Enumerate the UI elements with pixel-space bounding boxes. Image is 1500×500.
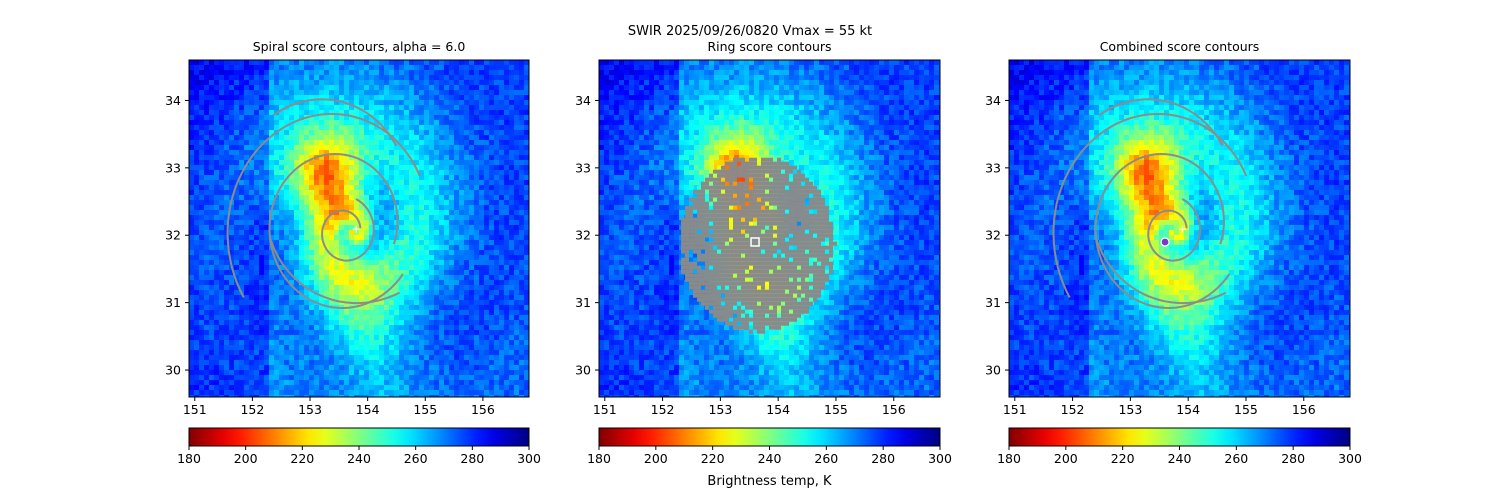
colorbar-tick-label: 260 (1224, 451, 1248, 466)
colorbar-tick-label: 300 (1338, 451, 1362, 466)
storm-center-marker: + (352, 223, 361, 236)
y-tick-label: 34 (165, 93, 181, 108)
y-tick-label: 30 (985, 363, 1001, 378)
y-tick-label: 31 (575, 295, 591, 310)
x-tick-label: 154 (766, 402, 790, 417)
contour-line (321, 198, 375, 262)
y-tick-label: 33 (575, 160, 591, 175)
panel-title: Spiral score contours, alpha = 6.0 (253, 39, 466, 54)
colorbar-tick-label: 180 (587, 451, 611, 466)
colorbar-tick-label: 300 (928, 451, 952, 466)
y-tick-label: 32 (985, 228, 1001, 243)
best-ring-center-marker (750, 237, 760, 247)
axes-frame (598, 59, 941, 398)
brightness-heatmap (599, 60, 940, 397)
colorbar-gradient (598, 427, 941, 447)
x-tick-label: 152 (240, 402, 264, 417)
x-tick-label: 156 (1292, 402, 1316, 417)
y-tick-label: 31 (985, 295, 1001, 310)
colorbar-tick-label: 200 (1054, 451, 1078, 466)
colorbar-tick-label: 240 (758, 451, 782, 466)
x-tick-label: 154 (1176, 402, 1200, 417)
y-tick-label: 34 (575, 93, 591, 108)
axes-frame (188, 59, 530, 398)
ring-score-region (681, 157, 838, 334)
colorbar-tick-label: 280 (460, 451, 484, 466)
panel-3: + Combined score contours 151 152 153 154 155 1… (985, 39, 1362, 466)
colorbar: 180 200 220 240 260 280 300 (997, 427, 1362, 466)
x-tick-label: 151 (183, 402, 207, 417)
colorbar-tick-label: 260 (404, 451, 428, 466)
score-contours: + (1052, 98, 1248, 310)
colorbar-tick-label: 240 (347, 451, 371, 466)
colorbar-tick-label: 180 (177, 451, 201, 466)
colorbar-gradient (1008, 427, 1351, 447)
contour-line (1095, 238, 1227, 305)
axes-frame (1008, 59, 1351, 398)
y-tick-label: 31 (165, 295, 181, 310)
x-tick-label: 155 (824, 402, 848, 417)
panel-title: Ring score contours (707, 39, 831, 54)
x-tick-label: 156 (882, 402, 906, 417)
brightness-heatmap (189, 60, 529, 397)
x-tick-label: 153 (708, 402, 732, 417)
y-tick-label: 33 (165, 160, 181, 175)
y-tick-label: 33 (985, 160, 1001, 175)
colorbar-tick-label: 280 (871, 451, 895, 466)
contour-line (1094, 152, 1231, 310)
y-tick-label: 34 (985, 93, 1001, 108)
x-tick-label: 151 (1003, 402, 1027, 417)
brightness-heatmap (1009, 60, 1350, 397)
colorbar-label: Brightness temp, K (707, 474, 832, 489)
y-tick-label: 30 (575, 363, 591, 378)
panel-title: Combined score contours (1100, 39, 1260, 54)
x-tick-label: 151 (593, 402, 617, 417)
contour-line (268, 152, 404, 310)
colorbar-tick-label: 200 (644, 451, 668, 466)
x-tick-label: 153 (1118, 402, 1142, 417)
colorbar-tick-label: 240 (1168, 451, 1192, 466)
y-tick-label: 30 (165, 363, 181, 378)
y-tick-label: 32 (575, 228, 591, 243)
contour-line (1098, 98, 1224, 147)
panel-2: Ring score contours 151 152 153 154 155 156 30 3… (575, 39, 952, 489)
panel-1: + Spiral score contours, alpha = 6.0 151 15… (165, 39, 541, 466)
contour-line (1147, 198, 1202, 262)
best-center-marker (1160, 237, 1170, 247)
colorbar-tick-label: 260 (814, 451, 838, 466)
score-contours: + (226, 98, 421, 310)
x-tick-label: 156 (471, 402, 495, 417)
colorbar: 180 200 220 240 260 280 300 Brightness temp, K (587, 427, 952, 489)
colorbar-tick-label: 220 (701, 451, 725, 466)
x-tick-label: 155 (413, 402, 437, 417)
x-tick-label: 152 (651, 402, 675, 417)
figure-suptitle: SWIR 2025/09/26/0820 Vmax = 55 kt (627, 24, 873, 39)
colorbar-tick-label: 220 (1111, 451, 1135, 466)
y-tick-label: 32 (165, 228, 181, 243)
score-contours (681, 157, 838, 334)
x-tick-label: 154 (356, 402, 380, 417)
colorbar-gradient (188, 427, 530, 447)
storm-center-marker: + (1178, 223, 1187, 236)
colorbar: 180 200 220 240 260 280 300 (177, 427, 541, 466)
x-tick-label: 155 (1234, 402, 1258, 417)
colorbar-tick-label: 220 (290, 451, 314, 466)
colorbar-tick-label: 280 (1281, 451, 1305, 466)
colorbar-tick-label: 300 (517, 451, 541, 466)
colorbar-tick-label: 200 (234, 451, 258, 466)
colorbar-tick-label: 180 (997, 451, 1021, 466)
contour-line (269, 238, 400, 305)
x-tick-label: 152 (1061, 402, 1085, 417)
x-tick-label: 153 (298, 402, 322, 417)
contour-line (272, 98, 398, 147)
